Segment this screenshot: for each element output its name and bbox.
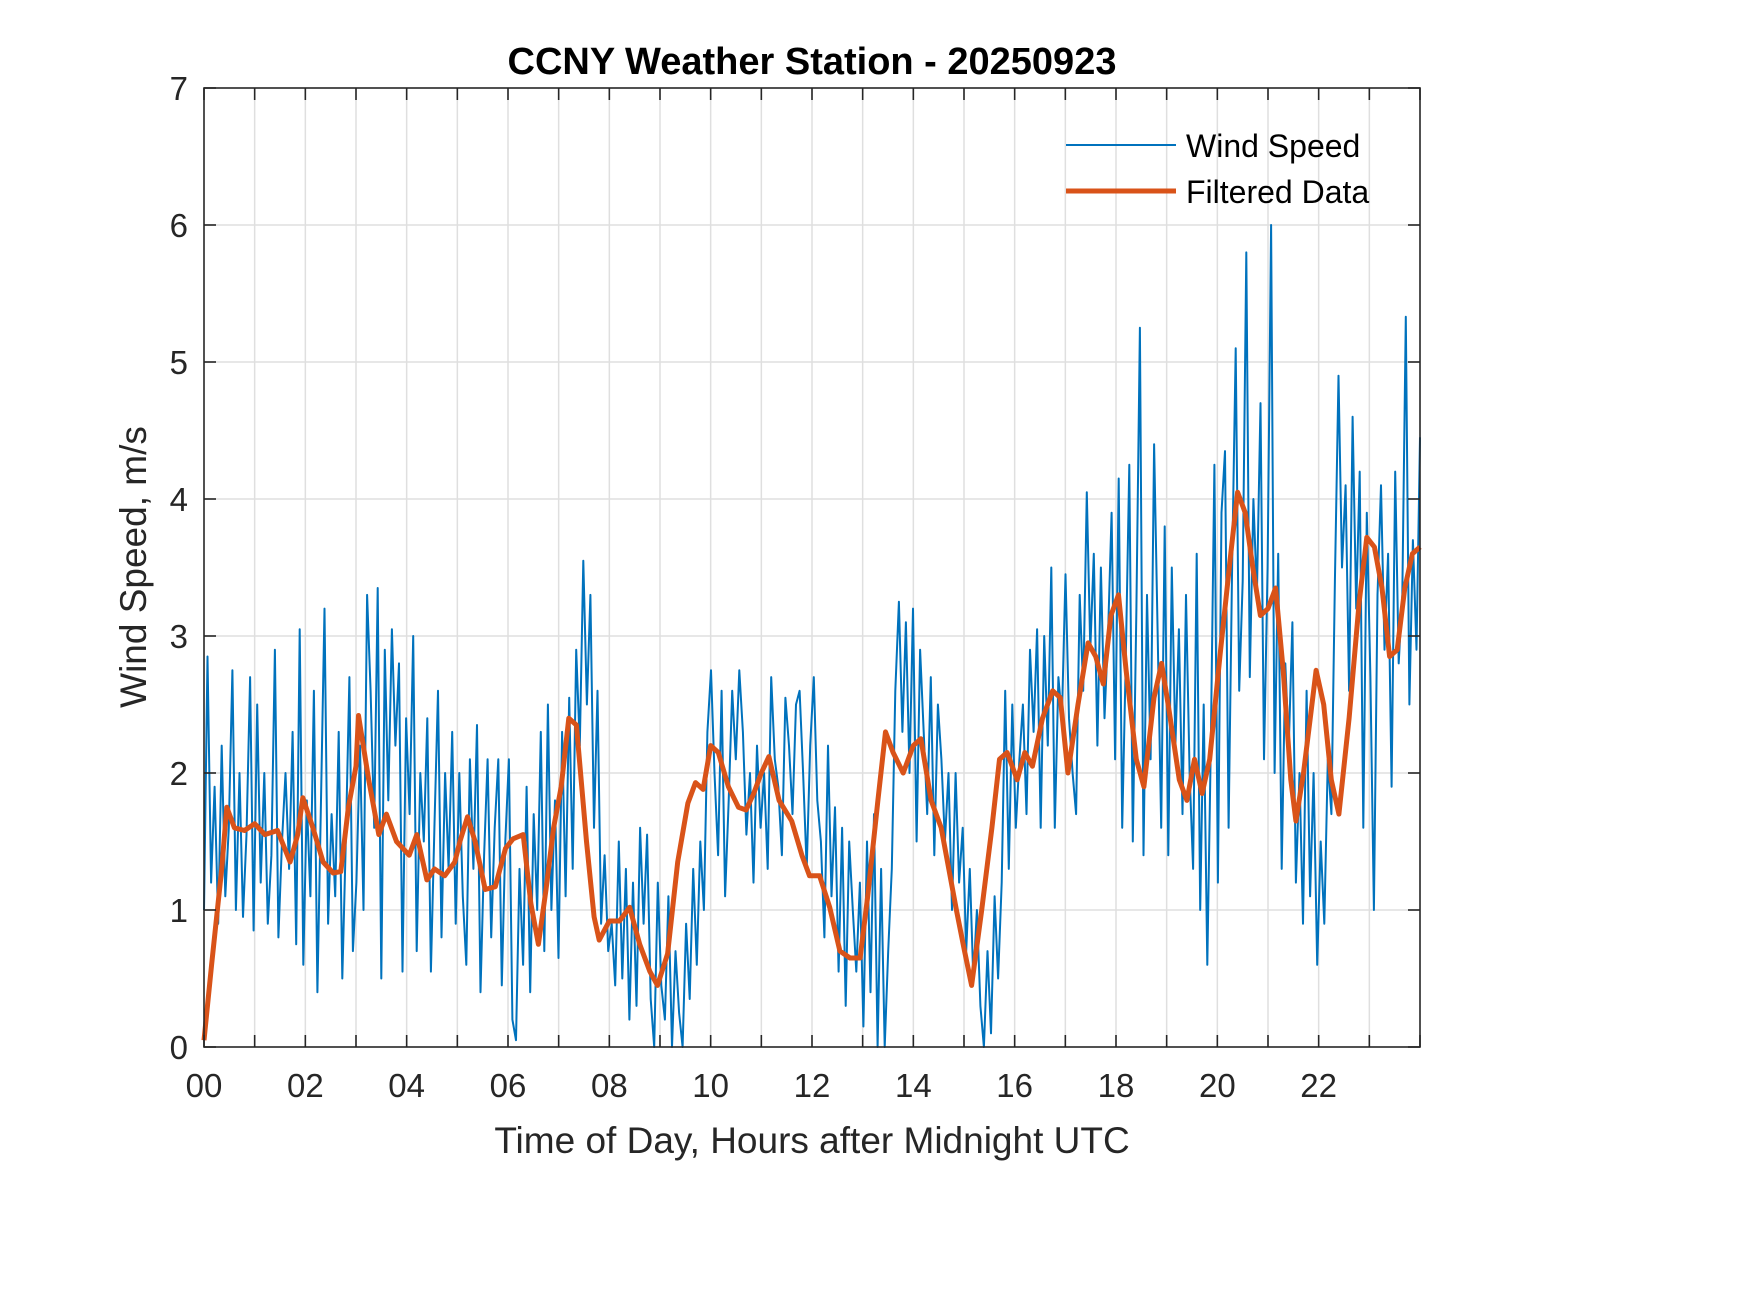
x-tick-label: 08 — [591, 1067, 628, 1104]
x-tick-label: 16 — [996, 1067, 1033, 1104]
x-tick-label: 14 — [895, 1067, 932, 1104]
x-tick-label: 06 — [490, 1067, 527, 1104]
y-tick-label: 2 — [170, 755, 188, 792]
x-tick-labels: 00 02 04 06 08 10 12 14 16 18 20 22 — [186, 1067, 1337, 1104]
y-tick-label: 3 — [170, 618, 188, 655]
x-tick-label: 04 — [388, 1067, 425, 1104]
y-tick-label: 0 — [170, 1029, 188, 1066]
y-tick-label: 1 — [170, 892, 188, 929]
y-tick-label: 7 — [170, 70, 188, 107]
x-tick-label: 00 — [186, 1067, 223, 1104]
grid-lines — [204, 88, 1420, 1047]
chart-title: CCNY Weather Station - 20250923 — [508, 41, 1117, 83]
x-tick-label: 18 — [1098, 1067, 1135, 1104]
series-layer — [201, 224, 1422, 1048]
y-axis-label: Wind Speed, m/s — [113, 426, 154, 708]
x-tick-label: 22 — [1300, 1067, 1337, 1104]
y-tick-label: 6 — [170, 207, 188, 244]
x-tick-label: 10 — [692, 1067, 729, 1104]
y-tick-label: 5 — [170, 344, 188, 381]
legend: Wind Speed Filtered Data — [1066, 128, 1369, 210]
legend-label-filtered-data: Filtered Data — [1186, 174, 1369, 210]
legend-label-wind-speed: Wind Speed — [1186, 128, 1360, 164]
x-axis-label: Time of Day, Hours after Midnight UTC — [494, 1120, 1129, 1161]
axis-ticks — [203, 87, 1421, 1048]
y-tick-labels: 0 1 2 3 4 5 6 7 — [170, 70, 188, 1066]
x-tick-label: 12 — [794, 1067, 831, 1104]
x-tick-label: 02 — [287, 1067, 324, 1104]
y-tick-label: 4 — [170, 481, 188, 518]
series-wind-speed-line — [203, 224, 1421, 1048]
x-tick-label: 20 — [1199, 1067, 1236, 1104]
series-filtered-data-line — [201, 489, 1422, 1041]
